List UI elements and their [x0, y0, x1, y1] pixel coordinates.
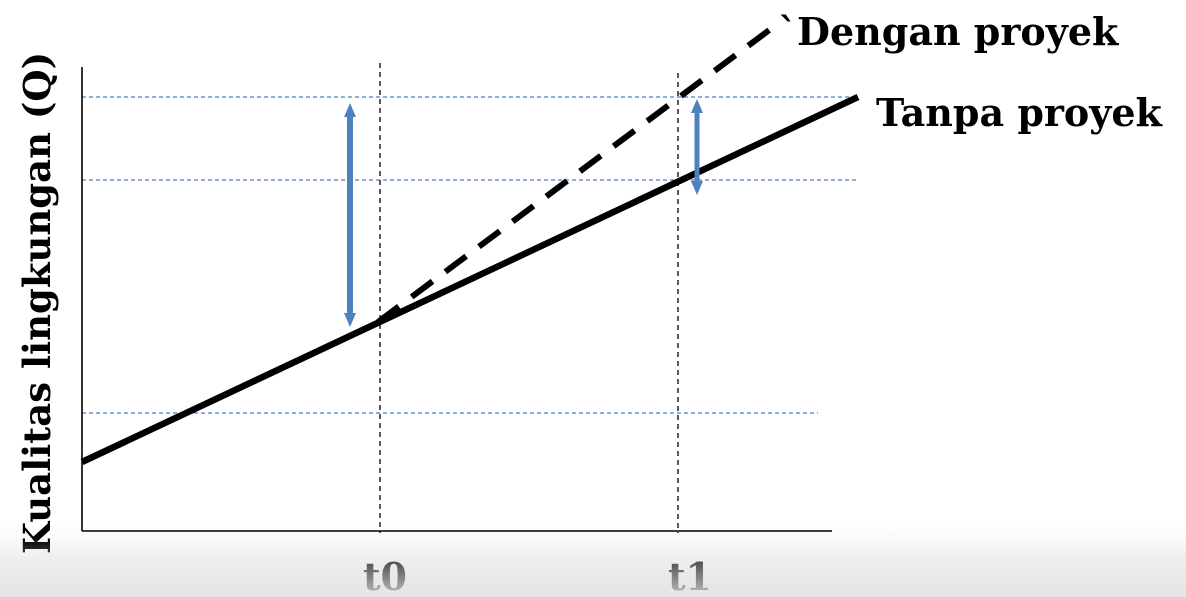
- without-project-label: Tanpa proyek: [876, 90, 1163, 135]
- with-project-label: `Dengan proyek: [778, 9, 1119, 54]
- bottom-shading: [0, 537, 1186, 597]
- y-axis-label: Kualitas lingkungan (Q): [15, 52, 59, 554]
- without-project-line: [80, 94, 860, 465]
- with-project-line: [376, 25, 774, 325]
